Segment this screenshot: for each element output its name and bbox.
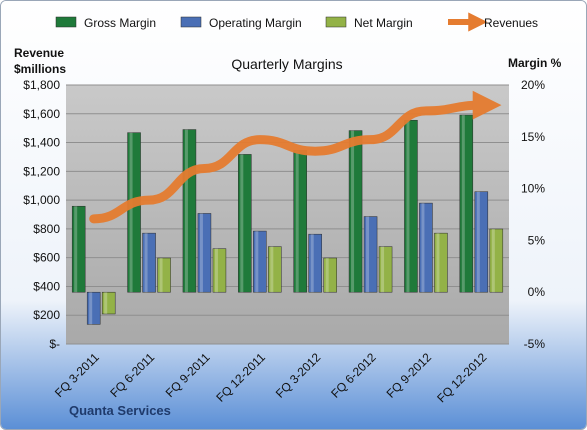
left-tick-label: $200	[33, 308, 60, 322]
legend: Gross Margin Operating Margin Net Margin Re…	[55, 12, 538, 32]
legend-label: Operating Margin	[209, 16, 302, 30]
axis-ticks: $- $200 $400 $600 $800 $1,000 $1,200 $1,400 $1,6…	[23, 78, 545, 351]
bar-gross-margin	[348, 130, 363, 293]
bar-operating-margin	[86, 291, 101, 325]
bar-gross-margin	[293, 150, 307, 293]
bar-net-margin	[157, 257, 171, 293]
right-axis-label: Margin %	[508, 56, 562, 70]
left-axis-label-line2: $millions	[14, 62, 66, 76]
right-tick-label: 20%	[521, 78, 545, 92]
bar-highlight	[184, 129, 188, 293]
left-tick-label: $600	[33, 251, 60, 265]
bar-highlight	[199, 213, 203, 293]
bar-highlight	[366, 216, 370, 293]
bar-highlight	[295, 150, 299, 293]
left-axis-label-line1: Revenue	[14, 46, 64, 60]
legend-swatch-gross-margin	[55, 16, 77, 28]
left-tick-label: $1,000	[23, 193, 60, 207]
chart-title: Quarterly Margins	[231, 56, 342, 72]
revenue-line-path	[89, 90, 502, 224]
bar-net-margin	[101, 291, 116, 315]
bar-net-margin	[489, 228, 504, 293]
bar-highlight	[491, 229, 495, 293]
bar-highlight	[325, 258, 329, 293]
bar-gross-margin	[238, 154, 252, 293]
legend-label: Net Margin	[354, 16, 413, 30]
bar-highlight	[89, 292, 93, 325]
bar-marks	[71, 114, 504, 325]
bar-gross-margin	[127, 132, 141, 293]
bar-highlight	[159, 258, 163, 293]
bar-net-margin	[434, 232, 448, 293]
bar-highlight	[476, 191, 480, 293]
bar-highlight	[406, 120, 410, 293]
bar-highlight	[421, 203, 425, 293]
bar-operating-margin	[363, 216, 378, 293]
bar-highlight	[310, 234, 314, 293]
bar-operating-margin	[197, 213, 212, 293]
bar-net-margin	[268, 246, 282, 293]
bar-gross-margin	[459, 114, 474, 293]
right-tick-label: 15%	[521, 130, 545, 144]
bar-net-margin	[212, 248, 227, 293]
left-tick-label: $1,600	[23, 107, 60, 121]
bar-operating-margin	[142, 232, 156, 293]
right-tick-label: 5%	[528, 233, 546, 247]
bar-net-margin	[378, 246, 393, 293]
legend-label: Revenues	[484, 16, 538, 30]
bar-gross-margin	[71, 205, 86, 293]
bar-gross-margin	[404, 119, 418, 293]
bar-net-margin	[323, 257, 337, 293]
bar-highlight	[214, 248, 218, 293]
left-tick-label: $1,400	[23, 136, 60, 150]
bar-highlight	[255, 231, 259, 293]
right-tick-label: -5%	[524, 337, 546, 351]
left-tick-label: $1,200	[23, 164, 60, 178]
bar-highlight	[270, 246, 274, 293]
left-tick-label: $-	[49, 337, 60, 351]
right-tick-label: 10%	[521, 182, 545, 196]
left-tick-label: $1,800	[23, 78, 60, 92]
bar-highlight	[436, 233, 440, 293]
bar-gross-margin	[182, 129, 197, 293]
bar-operating-margin	[253, 230, 267, 293]
legend-label: Gross Margin	[84, 16, 156, 30]
bar-highlight	[351, 130, 355, 293]
legend-swatch-net-margin	[325, 16, 347, 28]
legend-swatch-operating-margin	[180, 16, 202, 28]
bar-highlight	[74, 206, 78, 293]
company-name: Quanta Services	[69, 403, 171, 418]
bar-highlight	[240, 154, 244, 293]
bar-operating-margin	[474, 191, 489, 293]
bar-highlight	[381, 246, 385, 293]
bar-operating-margin	[308, 233, 322, 293]
left-tick-label: $400	[33, 279, 60, 293]
left-tick-label: $800	[33, 222, 60, 236]
bar-highlight	[144, 233, 148, 293]
bar-highlight	[461, 115, 465, 293]
revenue-line	[89, 90, 502, 224]
bar-highlight	[129, 132, 133, 293]
right-tick-label: 0%	[528, 285, 546, 299]
bar-highlight	[104, 292, 108, 314]
bar-operating-margin	[419, 202, 433, 293]
